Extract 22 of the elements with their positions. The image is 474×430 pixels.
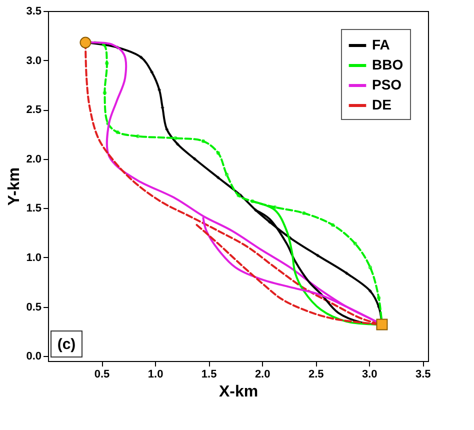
y-tick-label: 3.0 [26, 54, 42, 67]
y-axis-title: Y-km [6, 167, 24, 206]
annotation: (c) [57, 336, 76, 353]
x-tick-label: 2.0 [254, 368, 270, 380]
x-tick-label: 3.5 [416, 368, 431, 380]
x-tick-label: 2.5 [308, 368, 324, 380]
legend-label: FA [372, 36, 390, 52]
y-tick-label: 2.5 [26, 104, 42, 116]
y-tick-label: 1.0 [26, 252, 42, 264]
x-tick-label: 3.0 [362, 368, 378, 380]
legend-label: PSO [372, 76, 402, 92]
y-tick-label: 2.0 [26, 153, 42, 166]
y-tick-label: 0.0 [26, 350, 42, 363]
y-tick-label: 3.5 [26, 6, 42, 18]
legend-label: BBO [372, 56, 404, 72]
y-tick-label: 1.5 [26, 202, 42, 215]
x-tick-label: 1.0 [148, 368, 164, 380]
x-tick-label: 0.5 [94, 368, 110, 380]
y-tick-label: 0.5 [26, 301, 42, 314]
x-tick-label: 1.5 [201, 368, 217, 380]
x-axis-title: X-km [218, 384, 258, 400]
legend-label: DE [372, 96, 392, 112]
